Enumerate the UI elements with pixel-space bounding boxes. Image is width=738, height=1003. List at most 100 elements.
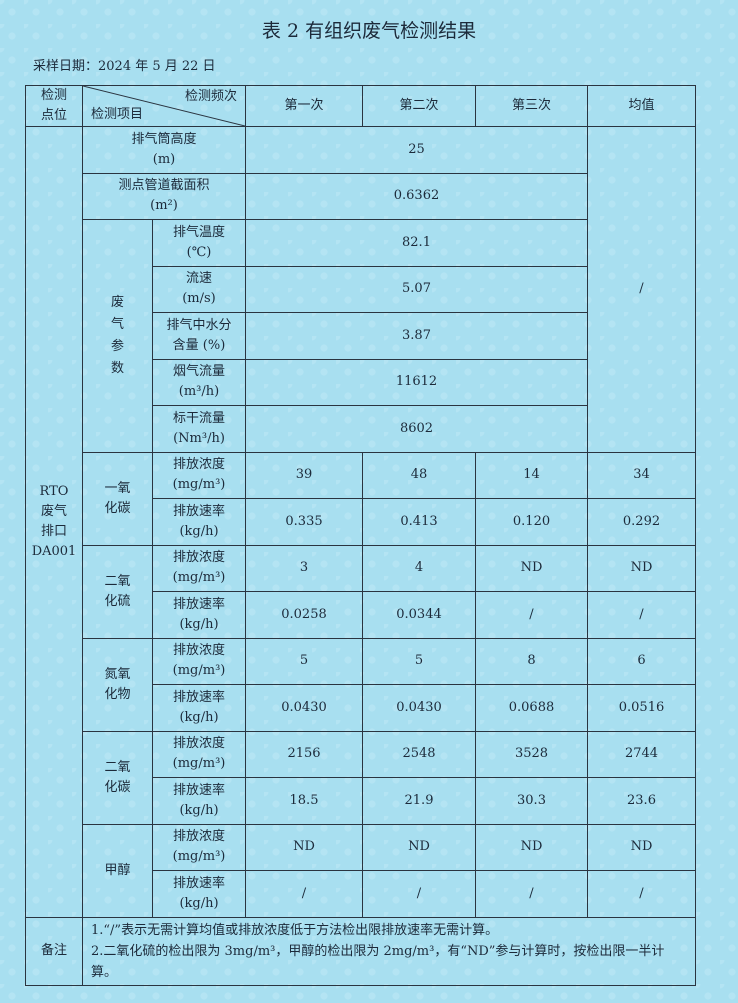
average-value: ND bbox=[587, 823, 696, 871]
notes-content: 1.“/”表示无需计算均值或排放浓度低于方法检出限排放速率无需计算。 2.二氧化硫… bbox=[82, 916, 696, 986]
note-line: 1.“/”表示无需计算均值或排放浓度低于方法检出限排放速率无需计算。 bbox=[91, 922, 499, 938]
run-value: 4 bbox=[362, 544, 476, 592]
merged-value: 82.1 bbox=[245, 219, 588, 267]
merged-value: 8602 bbox=[245, 405, 588, 453]
header-item: 检测项目 bbox=[91, 107, 144, 122]
average-value: 6 bbox=[587, 637, 696, 685]
table-row: 二氧 化碳 排放浓度 (mg/m³) 2156 2548 3528 2744 bbox=[26, 730, 696, 825]
run-value: / bbox=[245, 870, 363, 918]
item-unit: (mg/m³) bbox=[172, 570, 226, 586]
run-value: 5 bbox=[362, 637, 476, 685]
table-row: 流速 (m/s) 5.07 bbox=[26, 265, 696, 313]
average-value: 0.0516 bbox=[587, 684, 696, 732]
run-value: 8 bbox=[475, 637, 588, 685]
item-unit: (℃) bbox=[186, 244, 212, 260]
run-value: 39 bbox=[245, 451, 363, 499]
header-average: 均值 bbox=[587, 85, 696, 127]
run-value: 18.5 bbox=[245, 777, 363, 825]
run-value: 14 bbox=[475, 451, 588, 499]
run-value: 0.413 bbox=[362, 498, 476, 546]
emission-results-table: 检测点位 检测频次 检测项目 第一次 第二次 第三次 均值 RTO 废气 排口 … bbox=[25, 85, 696, 986]
run-value: 2548 bbox=[362, 730, 476, 778]
pollutant-name: 一氧 化碳 bbox=[82, 451, 153, 546]
average-value: 34 bbox=[587, 451, 696, 499]
merged-value: 3.87 bbox=[245, 312, 588, 360]
table-row: RTO 废气 排口 DA001 排气筒高度 (m) 25 / bbox=[25, 126, 696, 918]
item-unit: (kg/h) bbox=[179, 616, 219, 632]
table-row: 排气中水分 含量 (%) 3.87 bbox=[26, 312, 696, 360]
run-value: ND bbox=[475, 823, 588, 871]
header-run-3: 第三次 bbox=[475, 85, 588, 127]
notes-label: 备注 bbox=[25, 916, 83, 986]
item-unit: 含量 (%) bbox=[172, 337, 226, 353]
item-name: 排气中水分 bbox=[166, 317, 232, 333]
pollutant-name: 二氧 化碳 bbox=[82, 730, 153, 825]
average-value: 2744 bbox=[587, 730, 696, 778]
run-value: 3 bbox=[245, 544, 363, 592]
merged-value: 25 bbox=[245, 126, 588, 174]
item-name: 排放浓度 bbox=[172, 550, 225, 566]
table-title: 表 2 有组织废气检测结果 bbox=[261, 20, 477, 42]
item-cell: 排气中水分含量 (%) bbox=[152, 312, 246, 360]
item-unit: (m²) bbox=[150, 198, 178, 214]
average-value: / bbox=[587, 870, 696, 918]
item-unit: (Nm³/h) bbox=[173, 430, 225, 446]
table-row: 排放速率 (kg/h) 0.0430 0.0430 0.0688 0.0516 bbox=[26, 684, 696, 732]
item-unit: (mg/m³) bbox=[172, 756, 226, 772]
run-value: ND bbox=[245, 823, 363, 871]
run-value: 5 bbox=[245, 637, 363, 685]
average-value: / bbox=[587, 591, 696, 639]
run-value: / bbox=[475, 870, 588, 918]
run-value: 0.0430 bbox=[245, 684, 363, 732]
item-cell: 排气温度 (℃) bbox=[152, 219, 246, 267]
item-name: 排气筒高度 bbox=[131, 131, 197, 147]
run-value: 0.120 bbox=[475, 498, 588, 546]
item-name: 标干流量 bbox=[172, 410, 225, 426]
header-row: 检测点位 检测频次 检测项目 第一次 第二次 第三次 均值 bbox=[25, 85, 696, 127]
item-unit: (kg/h) bbox=[179, 523, 219, 539]
item-cell: 排气筒高度 (m) bbox=[82, 126, 246, 174]
header-location: 检测点位 bbox=[25, 85, 83, 127]
location-cell: RTO 废气 排口 DA001 bbox=[25, 126, 83, 918]
pollutant-name: 甲醇 bbox=[82, 823, 153, 918]
item-name: 排放浓度 bbox=[172, 736, 225, 752]
average-value: 23.6 bbox=[587, 777, 696, 825]
run-value: 0.0430 bbox=[362, 684, 476, 732]
pollutant-name: 氮氧 化物 bbox=[82, 637, 153, 732]
item-name: 排放浓度 bbox=[172, 457, 225, 473]
item-cell: 排放速率 (kg/h) bbox=[152, 870, 246, 918]
table-row: 甲醇 排放浓度 (mg/m³) ND ND ND ND bbox=[26, 823, 696, 918]
header-frequency: 检测频次 bbox=[184, 89, 237, 104]
item-name: 排放速率 bbox=[172, 782, 225, 798]
item-unit: (m/s) bbox=[182, 291, 216, 307]
table-row: 排放速率 (kg/h) / / / / bbox=[26, 870, 696, 918]
header-diagonal-cell: 检测频次 检测项目 bbox=[82, 85, 246, 127]
header-run-2: 第二次 bbox=[362, 85, 476, 127]
run-value: / bbox=[475, 591, 588, 639]
item-cell: 排放速率 (kg/h) bbox=[152, 591, 246, 639]
sampling-date: 采样日期：2024 年 5 月 22 日 bbox=[33, 59, 216, 74]
item-cell: 烟气流量 (m³/h) bbox=[152, 358, 246, 406]
run-value: 21.9 bbox=[362, 777, 476, 825]
header-run-1: 第一次 bbox=[245, 85, 363, 127]
run-value: 0.0344 bbox=[362, 591, 476, 639]
run-value: 3528 bbox=[475, 730, 588, 778]
average-value: ND bbox=[587, 544, 696, 592]
item-name: 排放速率 bbox=[172, 503, 225, 519]
table-row: 氮氧 化物 排放浓度 (mg/m³) 5 5 8 6 bbox=[26, 637, 696, 732]
note-line: 2.二氧化硫的检出限为 3mg/m³，甲醇的检出限为 2mg/m³，有“ND”参… bbox=[91, 943, 665, 980]
item-name: 测点管道截面积 bbox=[118, 178, 210, 194]
table-row: 排放速率 (kg/h) 18.5 21.9 30.3 23.6 bbox=[26, 777, 696, 825]
run-value: ND bbox=[362, 823, 476, 871]
item-cell: 排放浓度 (mg/m³) bbox=[152, 823, 246, 871]
item-unit: (mg/m³) bbox=[172, 849, 226, 865]
merged-value: 11612 bbox=[245, 358, 588, 406]
item-name: 烟气流量 bbox=[172, 364, 225, 380]
item-unit: (mg/m³) bbox=[172, 663, 226, 679]
item-name: 排放浓度 bbox=[172, 643, 225, 659]
run-value: 30.3 bbox=[475, 777, 588, 825]
run-value: 2156 bbox=[245, 730, 363, 778]
item-cell: 排放浓度 (mg/m³) bbox=[152, 544, 246, 592]
table-row: 废气参数 排气温度 (℃) 82.1 bbox=[26, 219, 696, 453]
average-value: 0.292 bbox=[587, 498, 696, 546]
